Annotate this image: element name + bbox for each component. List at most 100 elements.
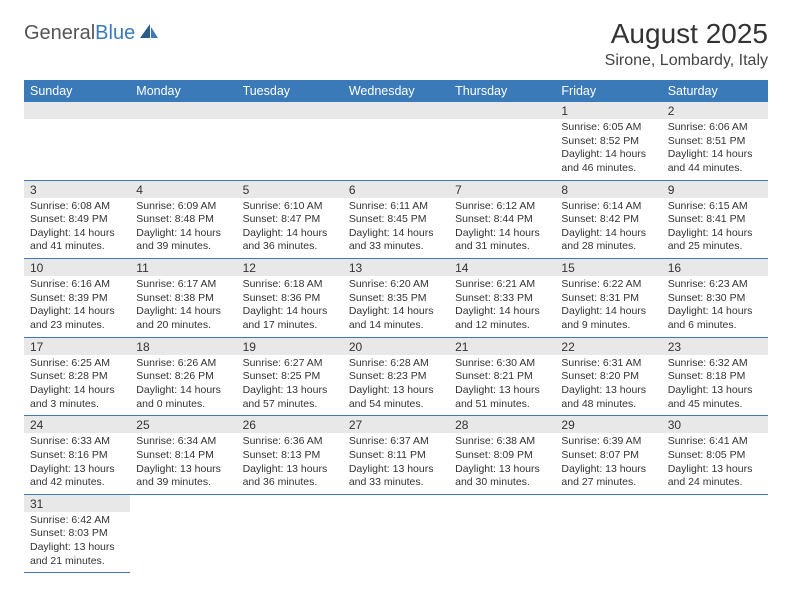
sunset-text: Sunset: 8:33 PM — [455, 292, 549, 306]
day-number: 14 — [449, 259, 555, 276]
day-cell: 19Sunrise: 6:27 AMSunset: 8:25 PMDayligh… — [237, 337, 343, 416]
sunset-text: Sunset: 8:38 PM — [136, 292, 230, 306]
daylight-text: Daylight: 13 hours and 24 minutes. — [668, 463, 762, 490]
day-number: 20 — [343, 338, 449, 355]
sunset-text: Sunset: 8:30 PM — [668, 292, 762, 306]
sunset-text: Sunset: 8:35 PM — [349, 292, 443, 306]
sunset-text: Sunset: 8:20 PM — [561, 370, 655, 384]
sunrise-text: Sunrise: 6:20 AM — [349, 278, 443, 292]
col-tuesday: Tuesday — [237, 80, 343, 102]
day-cell: 1Sunrise: 6:05 AMSunset: 8:52 PMDaylight… — [555, 102, 661, 180]
week-row: 31Sunrise: 6:42 AMSunset: 8:03 PMDayligh… — [24, 494, 768, 573]
day-body: Sunrise: 6:38 AMSunset: 8:09 PMDaylight:… — [449, 433, 555, 494]
day-cell: 5Sunrise: 6:10 AMSunset: 8:47 PMDaylight… — [237, 180, 343, 259]
day-body: Sunrise: 6:26 AMSunset: 8:26 PMDaylight:… — [130, 355, 236, 416]
day-number: 2 — [662, 102, 768, 119]
sunrise-text: Sunrise: 6:10 AM — [243, 200, 337, 214]
sunrise-text: Sunrise: 6:18 AM — [243, 278, 337, 292]
day-number: 8 — [555, 181, 661, 198]
sunset-text: Sunset: 8:48 PM — [136, 213, 230, 227]
sunset-text: Sunset: 8:23 PM — [349, 370, 443, 384]
day-number: 18 — [130, 338, 236, 355]
day-body: Sunrise: 6:10 AMSunset: 8:47 PMDaylight:… — [237, 198, 343, 259]
sunrise-text: Sunrise: 6:41 AM — [668, 435, 762, 449]
sunrise-text: Sunrise: 6:30 AM — [455, 357, 549, 371]
sunset-text: Sunset: 8:07 PM — [561, 449, 655, 463]
day-body: Sunrise: 6:14 AMSunset: 8:42 PMDaylight:… — [555, 198, 661, 259]
day-number: 12 — [237, 259, 343, 276]
sunrise-text: Sunrise: 6:12 AM — [455, 200, 549, 214]
day-number-empty — [343, 102, 449, 119]
day-cell: 13Sunrise: 6:20 AMSunset: 8:35 PMDayligh… — [343, 259, 449, 338]
sunset-text: Sunset: 8:47 PM — [243, 213, 337, 227]
sunrise-text: Sunrise: 6:15 AM — [668, 200, 762, 214]
sunset-text: Sunset: 8:51 PM — [668, 135, 762, 149]
col-thursday: Thursday — [449, 80, 555, 102]
daylight-text: Daylight: 14 hours and 33 minutes. — [349, 227, 443, 254]
daylight-text: Daylight: 13 hours and 30 minutes. — [455, 463, 549, 490]
day-cell: 18Sunrise: 6:26 AMSunset: 8:26 PMDayligh… — [130, 337, 236, 416]
daylight-text: Daylight: 13 hours and 27 minutes. — [561, 463, 655, 490]
daylight-text: Daylight: 14 hours and 20 minutes. — [136, 305, 230, 332]
sunset-text: Sunset: 8:28 PM — [30, 370, 124, 384]
page-title: August 2025 — [605, 18, 768, 50]
day-body: Sunrise: 6:06 AMSunset: 8:51 PMDaylight:… — [662, 119, 768, 180]
daylight-text: Daylight: 14 hours and 28 minutes. — [561, 227, 655, 254]
day-cell — [24, 102, 130, 180]
sunrise-text: Sunrise: 6:16 AM — [30, 278, 124, 292]
daylight-text: Daylight: 14 hours and 3 minutes. — [30, 384, 124, 411]
daylight-text: Daylight: 14 hours and 12 minutes. — [455, 305, 549, 332]
sunrise-text: Sunrise: 6:25 AM — [30, 357, 124, 371]
day-cell: 15Sunrise: 6:22 AMSunset: 8:31 PMDayligh… — [555, 259, 661, 338]
daylight-text: Daylight: 14 hours and 36 minutes. — [243, 227, 337, 254]
sunrise-text: Sunrise: 6:27 AM — [243, 357, 337, 371]
day-number: 3 — [24, 181, 130, 198]
day-body: Sunrise: 6:11 AMSunset: 8:45 PMDaylight:… — [343, 198, 449, 259]
daylight-text: Daylight: 14 hours and 31 minutes. — [455, 227, 549, 254]
col-saturday: Saturday — [662, 80, 768, 102]
day-body: Sunrise: 6:08 AMSunset: 8:49 PMDaylight:… — [24, 198, 130, 259]
sunrise-text: Sunrise: 6:33 AM — [30, 435, 124, 449]
day-cell — [555, 494, 661, 573]
daylight-text: Daylight: 13 hours and 57 minutes. — [243, 384, 337, 411]
sunrise-text: Sunrise: 6:37 AM — [349, 435, 443, 449]
week-row: 24Sunrise: 6:33 AMSunset: 8:16 PMDayligh… — [24, 416, 768, 495]
day-cell: 3Sunrise: 6:08 AMSunset: 8:49 PMDaylight… — [24, 180, 130, 259]
day-cell: 23Sunrise: 6:32 AMSunset: 8:18 PMDayligh… — [662, 337, 768, 416]
day-number: 21 — [449, 338, 555, 355]
col-sunday: Sunday — [24, 80, 130, 102]
day-number: 5 — [237, 181, 343, 198]
sunset-text: Sunset: 8:41 PM — [668, 213, 762, 227]
day-body: Sunrise: 6:21 AMSunset: 8:33 PMDaylight:… — [449, 276, 555, 337]
daylight-text: Daylight: 14 hours and 41 minutes. — [30, 227, 124, 254]
sunset-text: Sunset: 8:25 PM — [243, 370, 337, 384]
day-body: Sunrise: 6:41 AMSunset: 8:05 PMDaylight:… — [662, 433, 768, 494]
day-cell: 9Sunrise: 6:15 AMSunset: 8:41 PMDaylight… — [662, 180, 768, 259]
day-body: Sunrise: 6:12 AMSunset: 8:44 PMDaylight:… — [449, 198, 555, 259]
daylight-text: Daylight: 13 hours and 51 minutes. — [455, 384, 549, 411]
sunset-text: Sunset: 8:39 PM — [30, 292, 124, 306]
day-number: 29 — [555, 416, 661, 433]
day-cell: 11Sunrise: 6:17 AMSunset: 8:38 PMDayligh… — [130, 259, 236, 338]
daylight-text: Daylight: 14 hours and 25 minutes. — [668, 227, 762, 254]
daylight-text: Daylight: 13 hours and 45 minutes. — [668, 384, 762, 411]
week-row: 10 Sunrise: 6:16 AMSunset: 8:39 PM Dayligh… — [24, 259, 768, 338]
sunset-text: Sunset: 8:14 PM — [136, 449, 230, 463]
day-number: 6 — [343, 181, 449, 198]
daylight-text: Daylight: 14 hours and 39 minutes. — [136, 227, 230, 254]
day-number: 30 — [662, 416, 768, 433]
sunset-text: Sunset: 8:52 PM — [561, 135, 655, 149]
day-number: 10 — [24, 259, 130, 276]
sunrise-text: Sunrise: 6:38 AM — [455, 435, 549, 449]
sunrise-text: Sunrise: 6:22 AM — [561, 278, 655, 292]
daylight-text: Daylight: 14 hours and 14 minutes. — [349, 305, 443, 332]
sunset-text: Sunset: 8:21 PM — [455, 370, 549, 384]
day-cell: 22Sunrise: 6:31 AMSunset: 8:20 PMDayligh… — [555, 337, 661, 416]
day-body: Sunrise: 6:18 AMSunset: 8:36 PMDaylight:… — [237, 276, 343, 337]
day-body: Sunrise: 6:17 AMSunset: 8:38 PMDaylight:… — [130, 276, 236, 337]
sunrise-text: Sunrise: 6:42 AM — [30, 514, 124, 528]
day-body: Sunrise: 6:34 AMSunset: 8:14 PMDaylight:… — [130, 433, 236, 494]
daylight-text: Daylight: 13 hours and 48 minutes. — [561, 384, 655, 411]
day-body: Sunrise: 6:15 AMSunset: 8:41 PMDaylight:… — [662, 198, 768, 259]
day-cell — [343, 102, 449, 180]
